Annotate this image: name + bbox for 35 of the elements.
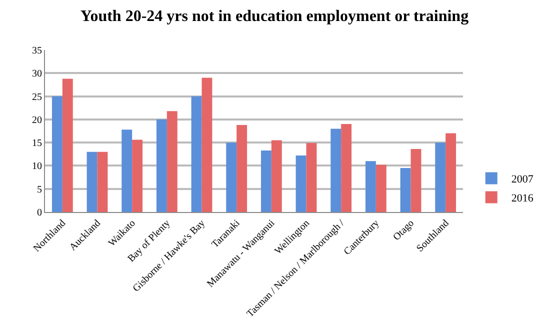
bar [132,140,143,212]
bar [271,140,282,212]
bar [365,161,376,212]
bar [166,111,178,212]
legend-label: 2007 [511,173,534,186]
y-tick-label: 30 [32,68,42,80]
bar [260,150,272,212]
bar [202,78,212,212]
bar [306,143,317,212]
bar [86,152,98,212]
bar [410,149,422,212]
bar [400,168,411,212]
bar [330,128,342,212]
bar [376,164,386,212]
bar [62,78,73,212]
bar [156,119,167,212]
y-tick-label: 15 [32,138,42,150]
bar [191,96,202,212]
bar [52,96,62,212]
bar [97,152,108,212]
bar [122,130,132,212]
y-tick-label: 5 [37,184,42,196]
bar [296,156,306,212]
chart-title: Youth 20-24 yrs not in education employment or training [80,8,469,26]
bar [341,124,352,212]
y-tick-label: 0 [37,208,42,218]
y-tick-label: 10 [32,161,42,172]
bar [236,124,248,212]
y-tick-label: 25 [32,92,42,103]
bar [435,142,446,212]
bar [226,142,237,212]
legend-label: 2016 [511,192,534,204]
y-tick-label: 35 [32,46,42,56]
y-tick-label: 20 [32,114,42,126]
bar [446,133,456,212]
